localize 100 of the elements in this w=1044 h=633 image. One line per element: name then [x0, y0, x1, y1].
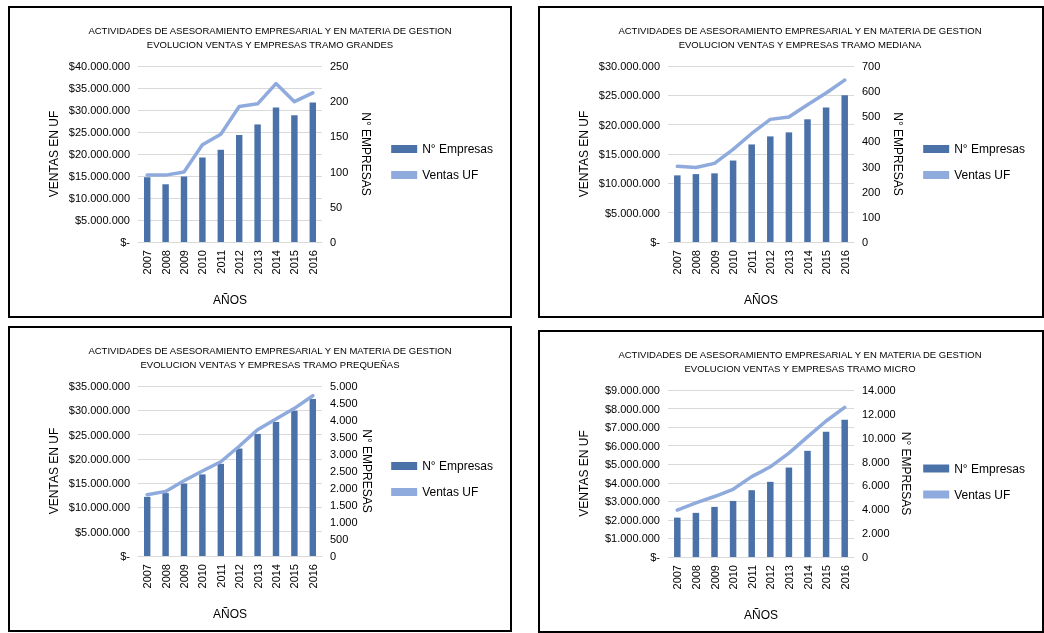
x-axis-title: AÑOS	[743, 608, 779, 622]
x-tick-label: 2015	[288, 250, 301, 275]
y2-tick-label: 0	[330, 236, 337, 248]
y2-tick-label: 500	[862, 110, 881, 123]
x-axis-title: AÑOS	[212, 293, 248, 307]
bar	[291, 410, 298, 556]
bar	[841, 419, 848, 557]
line-series	[675, 78, 847, 170]
bar	[674, 517, 681, 557]
y-tick-label: $25.000.000	[68, 428, 130, 441]
bar	[729, 500, 737, 557]
y2-tick-label: 400	[862, 135, 881, 148]
y2-tick-label: 100	[862, 210, 881, 223]
x-tick-label: 2010	[727, 565, 740, 590]
chart-subtitle: EVOLUCION VENTAS Y EMPRESAS TRAMO MEDIANA	[678, 38, 922, 50]
x-tick-label: 2014	[801, 250, 814, 275]
y2-tick-label: 300	[862, 160, 881, 173]
y-tick-label: $10.000.000	[68, 501, 130, 514]
x-tick-label: 2012	[764, 565, 777, 590]
bar	[674, 175, 681, 242]
y2-tick-label: 0	[862, 551, 869, 563]
bar	[767, 136, 774, 242]
bar	[841, 95, 848, 242]
line-series	[145, 393, 315, 497]
x-tick-label: 2016	[838, 250, 851, 275]
y2-tick-label: 3.000	[330, 448, 358, 460]
x-tick-label: 2008	[159, 250, 172, 275]
bar	[199, 157, 206, 242]
x-tick-label: 2010	[727, 250, 740, 275]
y-tick-label: $5.000.000	[74, 525, 130, 538]
bar	[309, 102, 317, 242]
x-tick-label: 2015	[288, 564, 301, 589]
y2-tick-label: 200	[330, 95, 349, 108]
legend-label: N° Empresas	[422, 142, 494, 156]
x-tick-label: 2014	[270, 564, 282, 589]
y-tick-label: $2.000.000	[604, 513, 660, 526]
y-tick-label: $-	[120, 550, 131, 562]
y2-tick-label: 3.500	[330, 431, 358, 443]
x-tick-label: 2011	[745, 565, 758, 589]
x-tick-label: 2013	[251, 250, 264, 275]
y-tick-label: $25.000.000	[598, 89, 660, 102]
y2-tick-label: 4.000	[862, 503, 890, 516]
x-tick-label: 2008	[689, 250, 702, 275]
bar	[291, 115, 298, 242]
bar	[199, 474, 206, 556]
y-axis-title: VENTAS EN UF	[47, 110, 61, 198]
legend-label: N° Empresas	[954, 142, 1026, 156]
y2-tick-label: 100	[330, 165, 349, 178]
y-tick-label: $-	[650, 551, 661, 563]
y-tick-label: $25.000.000	[68, 126, 130, 138]
bar	[309, 398, 317, 556]
x-tick-label: 2015	[820, 250, 833, 275]
x-tick-label: 2014	[801, 565, 814, 590]
x-tick-label: 2011	[214, 564, 227, 588]
bar	[272, 107, 280, 242]
x-tick-label: 2010	[196, 564, 209, 589]
legend-label: N° Empresas	[954, 461, 1026, 476]
x-tick-label: 2016	[838, 565, 851, 590]
x-tick-label: 2009	[708, 250, 721, 275]
y2-tick-label: 600	[862, 85, 881, 98]
bar	[748, 144, 755, 242]
y-tick-label: $5.000.000	[604, 206, 660, 219]
y-tick-label: $30.000.000	[68, 404, 130, 417]
bar	[822, 107, 830, 242]
bar	[180, 483, 188, 556]
y2-tick-label: 200	[862, 185, 881, 198]
bar	[711, 506, 718, 557]
y-axis-title: VENTAS EN UF	[577, 110, 591, 198]
y-tick-label: $-	[650, 236, 661, 248]
chart-title: ACTIVIDADES DE ASESORAMIENTO EMPRESARIAL Y EN MATERIA DE GESTION	[618, 348, 982, 360]
y-tick-label: $15.000.000	[68, 170, 130, 182]
bar	[143, 177, 151, 242]
y-tick-label: $3.000.000	[604, 495, 660, 508]
chart-title: ACTIVIDADES DE ASESORAMIENTO EMPRESARIAL Y EN MATERIA DE GESTION	[88, 24, 452, 36]
y2-axis-title: N° EMPRESAS	[360, 429, 375, 513]
y-tick-label: $20.000.000	[68, 452, 130, 465]
legend-label: Ventas UF	[954, 487, 1011, 502]
x-tick-label: 2015	[820, 565, 833, 590]
x-tick-label: 2012	[233, 250, 246, 275]
y-tick-label: $6.000.000	[604, 439, 660, 452]
y-axis-title: VENTAS EN UF	[47, 427, 61, 515]
x-tick-label: 2010	[196, 250, 209, 275]
y-tick-label: $10.000.000	[598, 177, 660, 190]
legend-label: Ventas UF	[422, 485, 479, 499]
bar	[711, 173, 718, 242]
y2-axis-title: N° EMPRESAS	[891, 112, 905, 196]
chart-subtitle: EVOLUCION VENTAS Y EMPRESAS TRAMO GRANDES	[146, 38, 394, 50]
bar	[162, 493, 169, 556]
bar	[729, 160, 737, 242]
y-tick-label: $15.000.000	[598, 148, 660, 160]
bar	[254, 433, 261, 556]
x-tick-label: 2007	[671, 565, 684, 590]
y-tick-label: $-	[120, 236, 131, 248]
x-tick-label: 2011	[214, 250, 227, 274]
legend-label: Ventas UF	[422, 168, 479, 182]
y-tick-label: $30.000.000	[68, 104, 130, 116]
x-tick-label: 2016	[306, 250, 319, 275]
bar	[822, 431, 830, 557]
bar	[785, 132, 793, 242]
y-tick-label: $35.000.000	[68, 380, 130, 392]
